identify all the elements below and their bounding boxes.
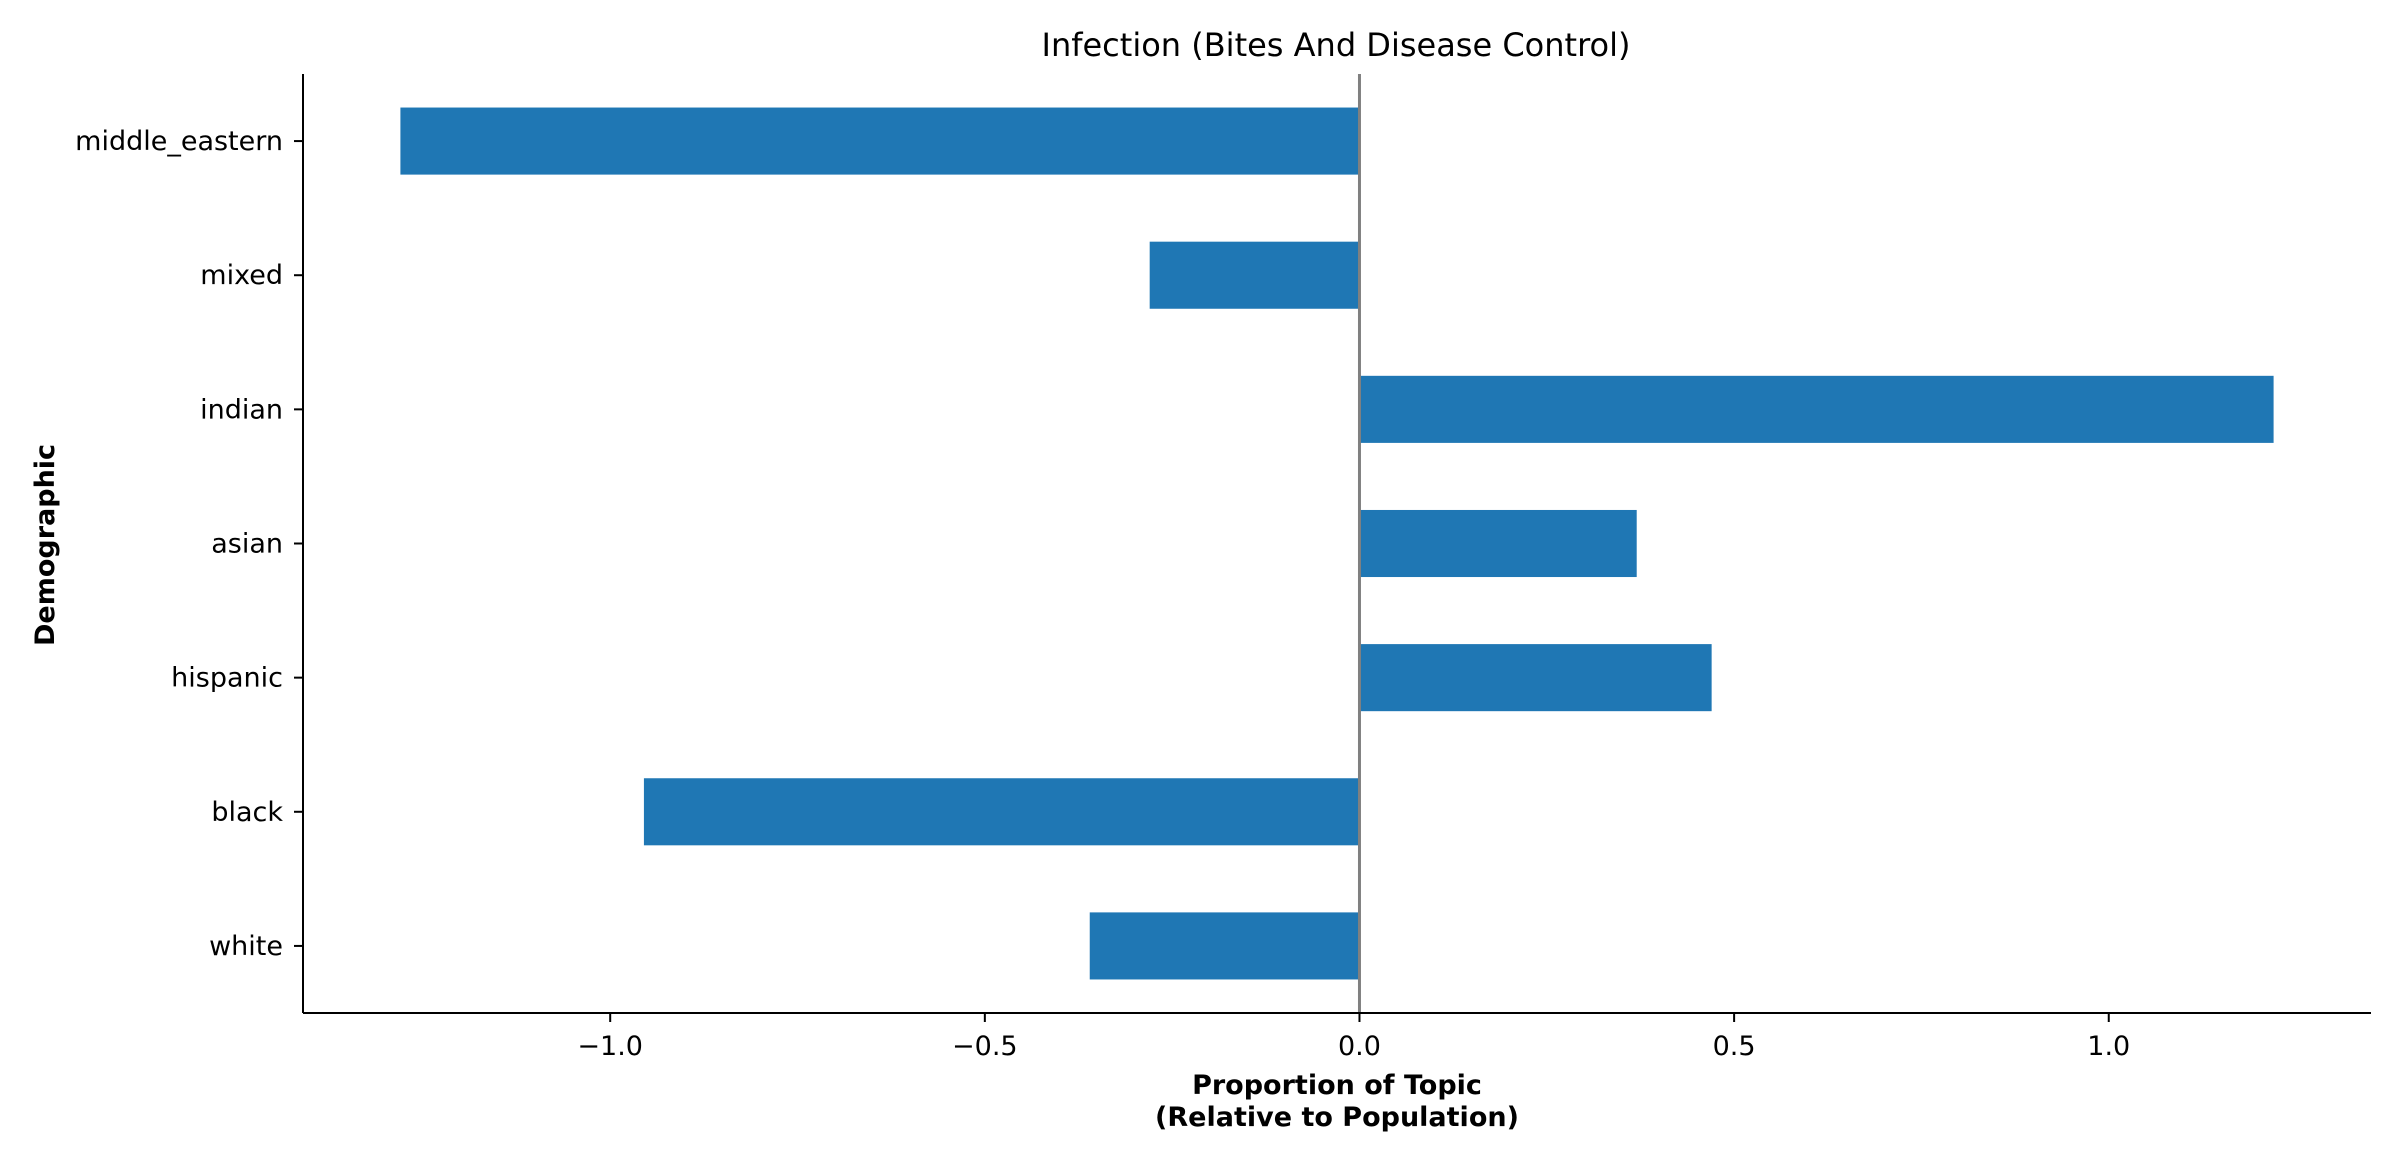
bar-white (1089, 912, 1360, 980)
y-tick-label: black (211, 797, 283, 828)
y-tick-label: mixed (200, 260, 283, 291)
bar-black (643, 778, 1360, 846)
y-tick-label: hispanic (171, 663, 283, 694)
bar-mixed (1149, 241, 1360, 309)
x-tick-label: 0.0 (1338, 1031, 1381, 1062)
bar-asian (1359, 509, 1637, 578)
y-tick-label: white (209, 931, 283, 962)
x-tick-label: −1.0 (577, 1031, 643, 1062)
bar-indian (1359, 375, 2274, 443)
x-ticks: −1.0 −0.5 0.0 0.5 1.0 (577, 1013, 2130, 1062)
y-axis-label: Demographic (30, 444, 61, 646)
bars-group (400, 107, 2274, 980)
bar-middle-eastern (400, 107, 1360, 175)
x-axis-label-line-2: (Relative to Population) (1155, 1102, 1519, 1133)
x-tick-label: 0.5 (1713, 1031, 1756, 1062)
y-tick-label: asian (211, 529, 283, 560)
y-tick-label: indian (200, 394, 283, 425)
y-tick-label: middle_eastern (75, 126, 283, 157)
x-axis-label-line-1: Proportion of Topic (1192, 1070, 1482, 1101)
bar-hispanic (1359, 644, 1712, 712)
x-tick-label: −0.5 (952, 1031, 1018, 1062)
chart-title: Infection (Bites And Disease Control) (1042, 26, 1631, 64)
x-tick-label: 1.0 (2087, 1031, 2130, 1062)
